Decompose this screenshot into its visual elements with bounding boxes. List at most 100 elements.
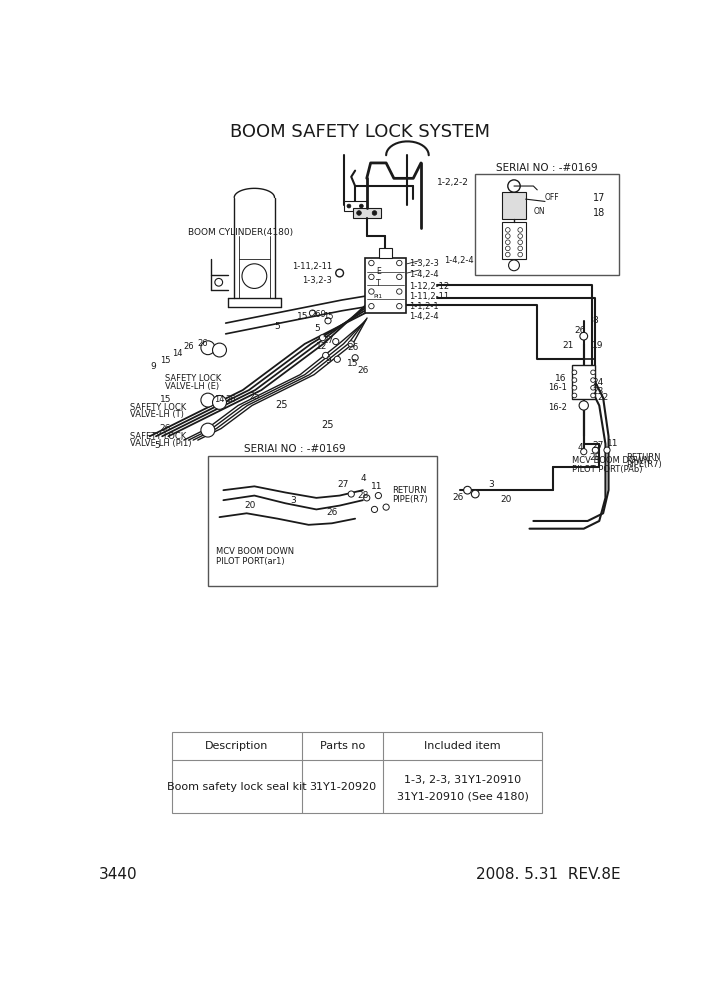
Circle shape [357, 210, 362, 215]
Text: 19: 19 [592, 341, 604, 350]
Text: 25: 25 [249, 392, 260, 401]
Text: SAFETY LOCK: SAFETY LOCK [131, 403, 187, 412]
Circle shape [369, 274, 374, 280]
Text: 31Y1-20920: 31Y1-20920 [309, 782, 376, 792]
Circle shape [590, 386, 595, 390]
Text: 3: 3 [290, 496, 296, 505]
Circle shape [463, 486, 471, 494]
Circle shape [310, 310, 316, 316]
Text: SERIAI NO : -#0169: SERIAI NO : -#0169 [244, 444, 345, 454]
Bar [503, 222, 526, 259]
Text: MCV BOOM DOWN: MCV BOOM DOWN [572, 456, 650, 465]
Text: PIPE(R7): PIPE(R7) [626, 460, 662, 469]
Text: PILOT PORT(PAb): PILOT PORT(PAb) [572, 465, 642, 474]
Circle shape [518, 240, 522, 245]
Circle shape [242, 264, 267, 289]
Text: 21: 21 [562, 341, 574, 350]
Text: Boom safety lock seal kit: Boom safety lock seal kit [167, 782, 307, 792]
Text: 20: 20 [245, 501, 256, 510]
Text: 12: 12 [316, 342, 328, 351]
Text: RETURN: RETURN [392, 486, 427, 495]
Text: 31Y1-20910 (See 4180): 31Y1-20910 (See 4180) [397, 792, 529, 802]
Text: 8: 8 [592, 316, 598, 325]
Text: T: T [376, 280, 380, 289]
Circle shape [215, 279, 223, 286]
Circle shape [359, 204, 363, 208]
Text: E: E [376, 267, 380, 276]
Text: 1-4,2-4: 1-4,2-4 [444, 256, 474, 265]
Circle shape [397, 274, 402, 280]
Circle shape [204, 396, 212, 404]
Circle shape [572, 386, 577, 390]
Text: MCV BOOM DOWN: MCV BOOM DOWN [216, 548, 293, 557]
Circle shape [376, 492, 381, 499]
Bar [353, 208, 380, 217]
Circle shape [216, 399, 223, 407]
Text: 26: 26 [197, 339, 208, 348]
Circle shape [590, 393, 595, 398]
Text: 20: 20 [501, 495, 512, 504]
Text: 27: 27 [338, 480, 349, 489]
Text: SAFETY LOCK: SAFETY LOCK [131, 432, 187, 440]
Text: 15: 15 [160, 356, 171, 365]
Bar [379, 248, 392, 258]
Text: 26: 26 [159, 425, 171, 434]
Circle shape [369, 289, 374, 295]
Circle shape [579, 401, 588, 410]
Circle shape [369, 304, 374, 309]
Text: 27: 27 [592, 441, 604, 450]
Circle shape [348, 491, 355, 497]
Text: 25: 25 [322, 420, 334, 430]
Text: 26: 26 [226, 395, 237, 404]
Text: 16: 16 [555, 374, 567, 383]
Text: 3: 3 [488, 479, 494, 488]
Circle shape [319, 334, 326, 341]
Circle shape [204, 344, 212, 351]
Text: 26: 26 [347, 343, 359, 352]
Text: Description: Description [205, 741, 268, 751]
Circle shape [397, 289, 402, 295]
Text: 28: 28 [357, 491, 369, 500]
Circle shape [364, 495, 370, 501]
Circle shape [201, 341, 215, 355]
Bar [172, 732, 542, 812]
Circle shape [508, 180, 520, 192]
Text: RETURN: RETURN [626, 452, 661, 461]
Text: 1-3, 2-3, 31Y1-20910: 1-3, 2-3, 31Y1-20910 [404, 775, 521, 785]
Text: 14: 14 [171, 348, 182, 358]
Circle shape [572, 370, 577, 375]
Bar [208, 455, 437, 586]
Circle shape [572, 378, 577, 382]
Text: 1-4,2-4: 1-4,2-4 [409, 270, 439, 279]
Circle shape [604, 447, 610, 453]
Text: 9: 9 [151, 362, 157, 371]
Circle shape [336, 269, 343, 277]
Text: 1-11,2-11: 1-11,2-11 [292, 262, 332, 272]
Circle shape [505, 252, 510, 257]
Circle shape [383, 504, 389, 510]
Text: 16-1: 16-1 [548, 383, 567, 392]
Text: 4: 4 [360, 474, 366, 483]
Text: BOOM SAFETY LOCK SYSTEM: BOOM SAFETY LOCK SYSTEM [230, 123, 490, 141]
Circle shape [508, 260, 519, 271]
Text: 1-1,2-1: 1-1,2-1 [409, 302, 439, 310]
Circle shape [325, 317, 331, 323]
Text: PIPE(R7): PIPE(R7) [392, 495, 428, 504]
Text: 4: 4 [577, 443, 583, 452]
Circle shape [348, 341, 355, 347]
Text: PILOT PORT(ar1): PILOT PORT(ar1) [216, 558, 284, 566]
Circle shape [372, 210, 377, 215]
Text: SAFETY LOCK: SAFETY LOCK [165, 374, 222, 383]
Circle shape [213, 396, 227, 410]
Bar [572, 365, 595, 400]
Text: 26: 26 [453, 493, 464, 502]
Text: 1-11,2-11: 1-11,2-11 [409, 292, 449, 301]
Circle shape [505, 234, 510, 238]
Text: 28: 28 [589, 452, 600, 461]
Text: 1-4,2-4: 1-4,2-4 [409, 311, 439, 320]
Circle shape [323, 352, 329, 358]
Text: 18: 18 [593, 208, 605, 218]
Circle shape [518, 234, 522, 238]
Bar [343, 201, 366, 210]
Circle shape [592, 447, 599, 453]
